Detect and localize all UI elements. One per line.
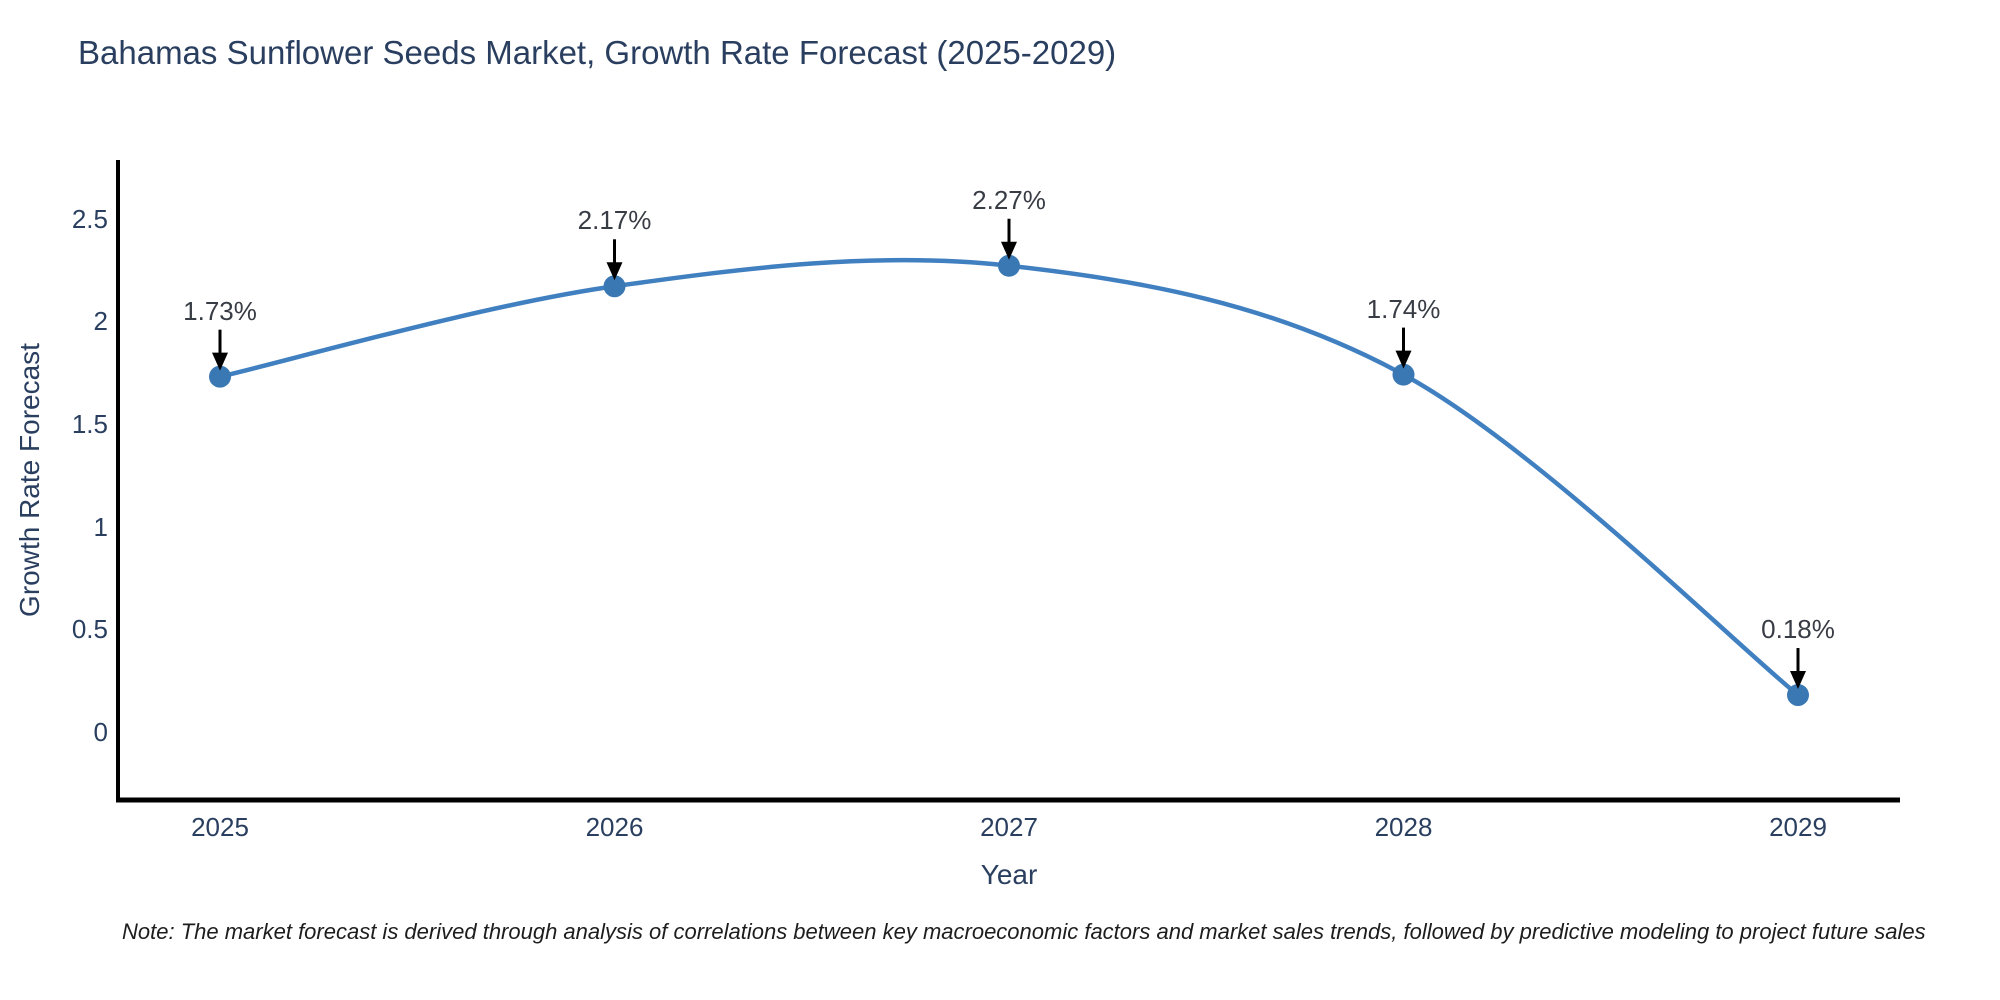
- data-point-markers: [209, 254, 1809, 707]
- footnote: Note: The market forecast is derived thr…: [122, 919, 1926, 944]
- point-value-label: 2.27%: [972, 184, 1046, 215]
- x-tick-label: 2028: [1374, 812, 1433, 842]
- y-tick-label: 1.5: [71, 408, 108, 439]
- y-tick-label: 0.5: [71, 614, 108, 645]
- annotation-arrow-head: [1790, 671, 1806, 690]
- data-point-marker: [1392, 363, 1415, 386]
- x-axis-title: Year: [980, 859, 1038, 890]
- annotation-arrow-head: [606, 262, 623, 281]
- x-tick-label: 2029: [1769, 812, 1827, 842]
- annotation-arrow-head: [1395, 350, 1412, 369]
- axes: [116, 160, 1900, 803]
- point-value-label: 0.18%: [1761, 614, 1835, 645]
- y-tick-label: 2.5: [71, 203, 108, 234]
- x-tick-label: 2025: [191, 812, 249, 842]
- point-value-label: 2.17%: [577, 205, 652, 236]
- x-tick-label: 2026: [585, 812, 644, 842]
- y-tick-label: 0: [93, 717, 108, 747]
- annotation-arrows: [212, 218, 1806, 690]
- annotation-arrow-head: [1001, 241, 1017, 260]
- data-point-marker: [603, 275, 626, 298]
- point-value-label: 1.74%: [1366, 293, 1441, 324]
- forecast-spline: [217, 257, 1801, 698]
- y-axis-title: Growth Rate Forecast: [14, 343, 45, 617]
- data-point-marker: [998, 254, 1020, 277]
- y-tick-label: 1: [93, 511, 108, 542]
- point-value-label: 1.73%: [183, 295, 257, 326]
- line-series: [217, 257, 1801, 698]
- y-tick-label: 2: [93, 306, 108, 337]
- x-tick-label: 2027: [980, 812, 1038, 842]
- data-point-marker: [1787, 684, 1809, 707]
- chart-title: Bahamas Sunflower Seeds Market, Growth R…: [78, 34, 1117, 71]
- annotation-arrow-head: [212, 352, 228, 371]
- data-point-marker: [209, 365, 231, 388]
